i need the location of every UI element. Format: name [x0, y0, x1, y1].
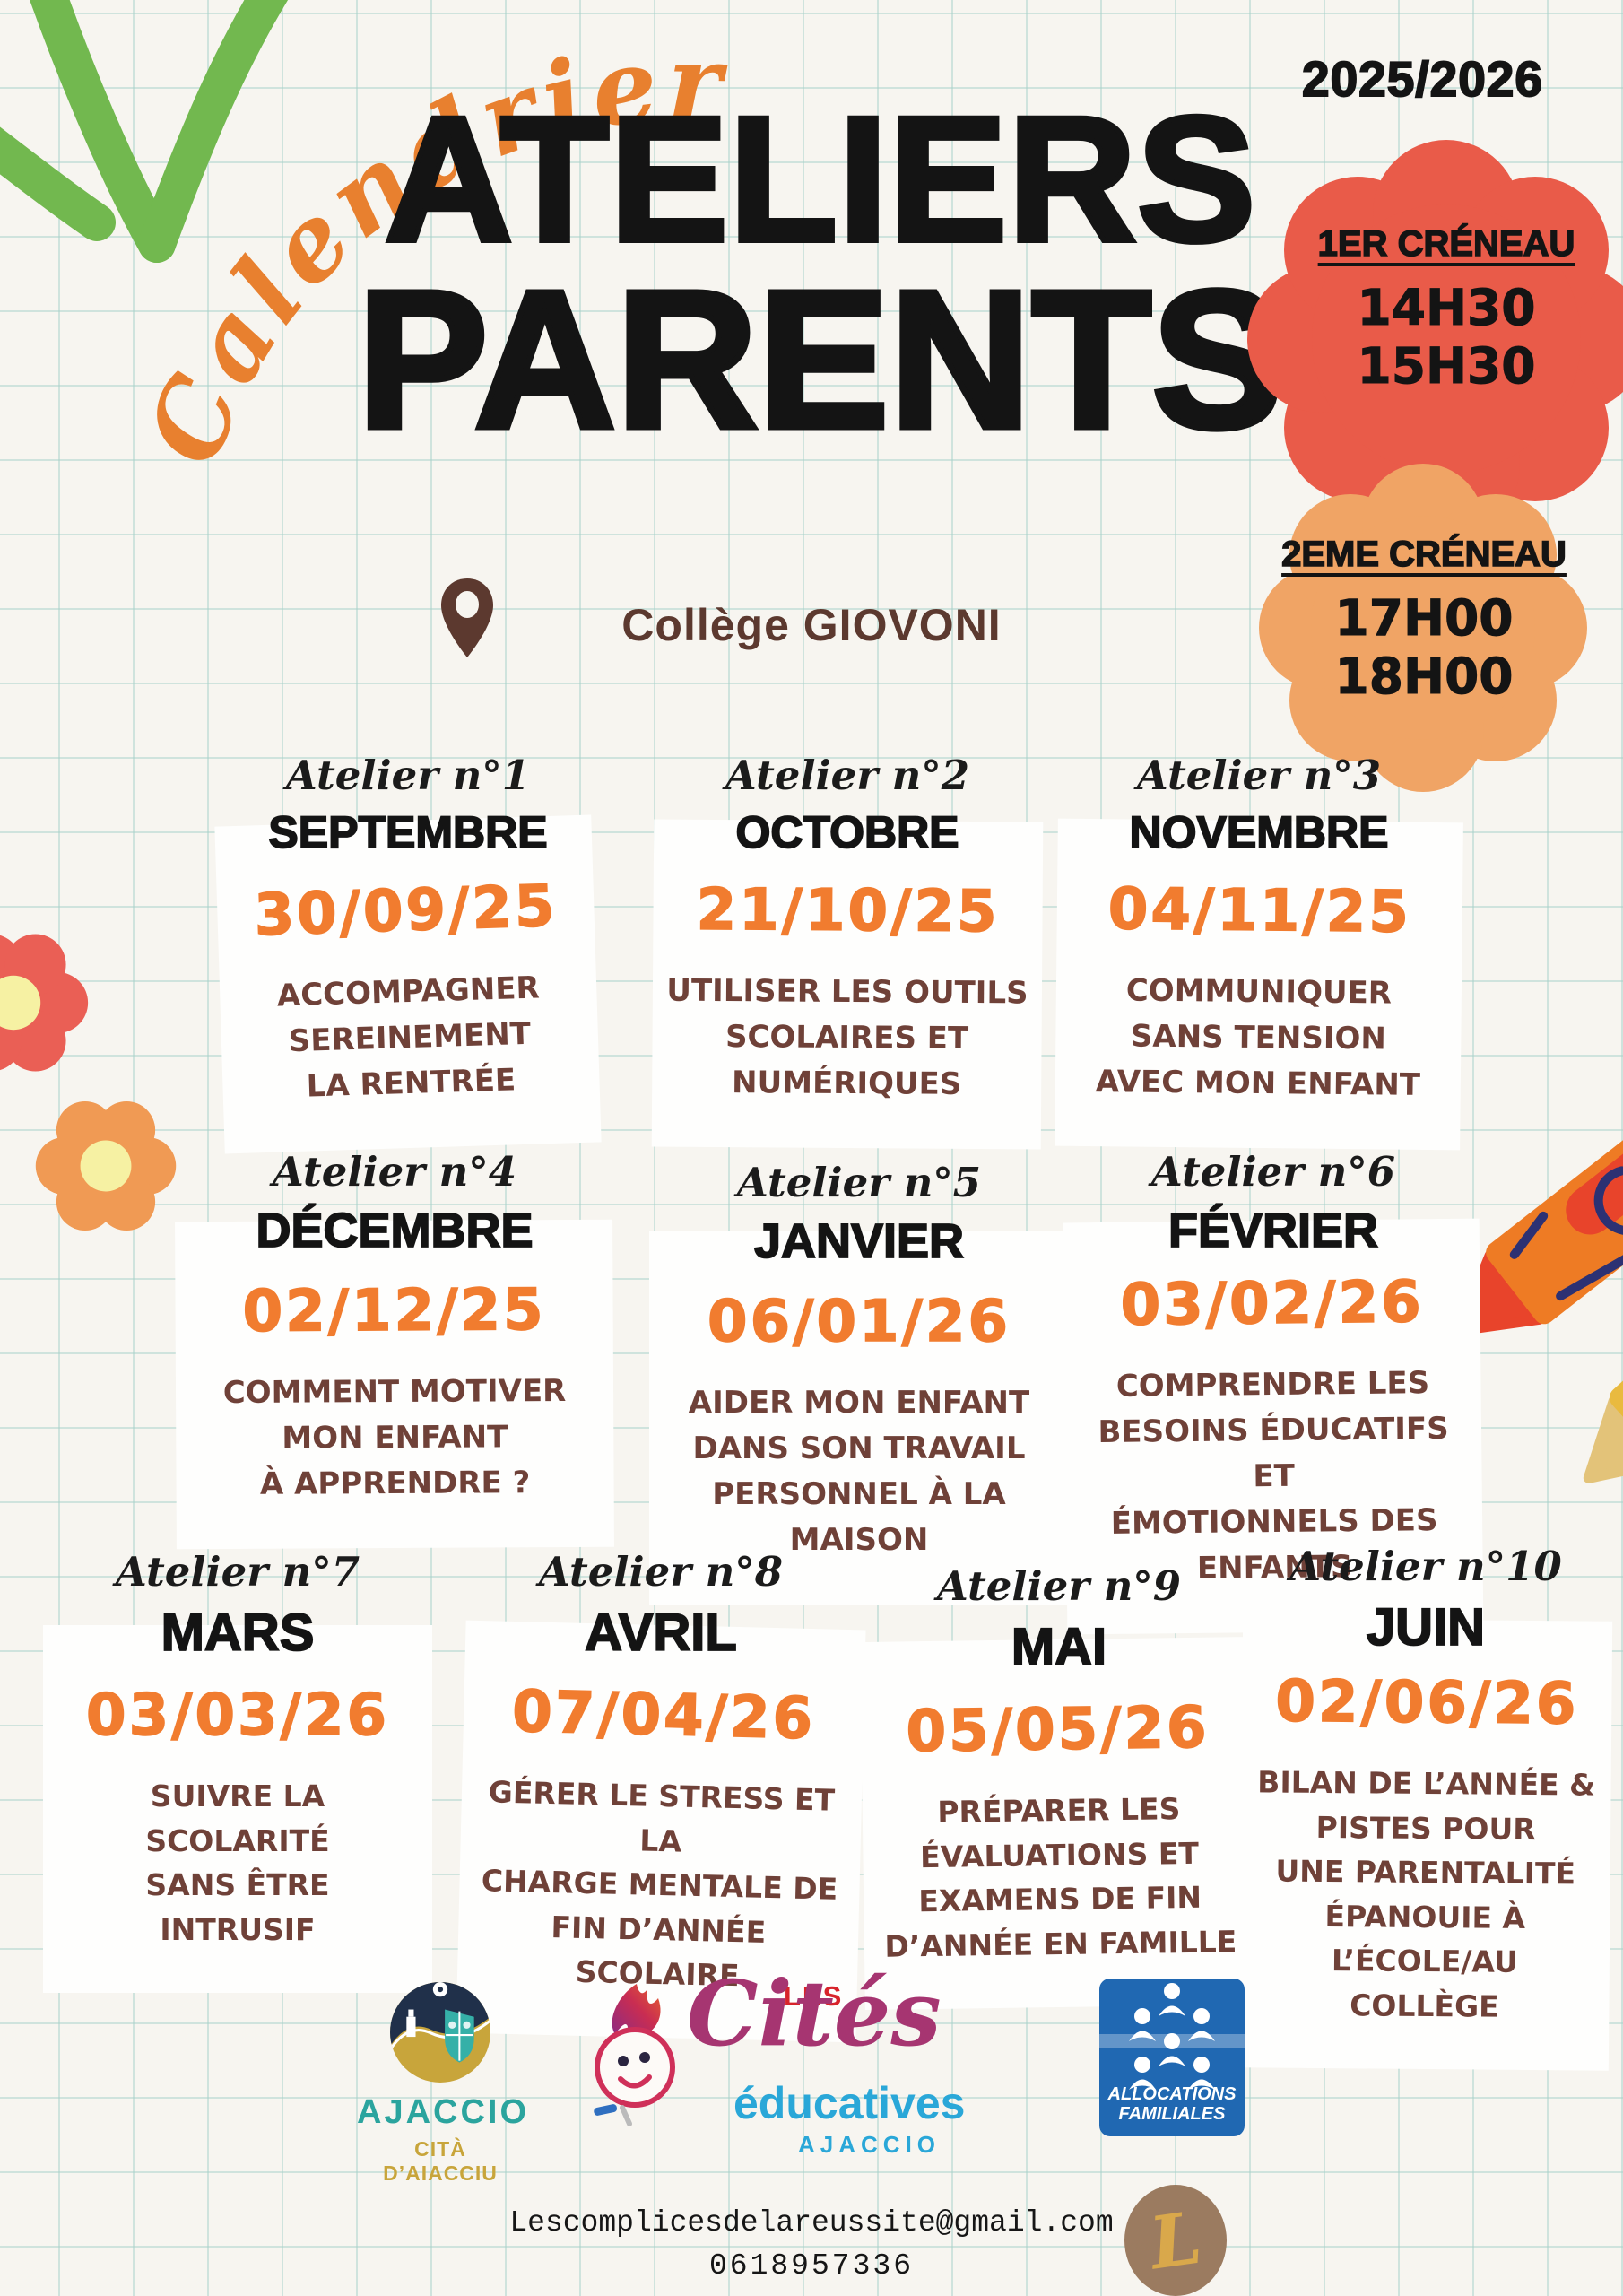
cites-logo-les: LES [784, 1980, 844, 2012]
workshop-card: Atelier n°3 NOVEMBRE 04/11/25 COMMUNIQUE… [1055, 752, 1463, 1151]
contact-email[interactable]: Lescomplicesdelareussite@gmail.com [509, 2206, 1114, 2239]
ajaccio-logo-name: AJACCIO [357, 2093, 530, 2131]
workshop-card: Atelier n°1 SEPTEMBRE 30/09/25 ACCOMPAGN… [214, 752, 602, 1154]
workshop-card: Atelier n°7 MARS 03/03/26 SUIVRE LA SCOL… [43, 1548, 432, 1993]
workshop-atelier-number: Atelier n°1 [285, 752, 531, 799]
calendrier-script-title: Calendrier [123, 22, 722, 481]
workshop-topic: AIDER MON ENFANT DANS SON TRAVAIL PERSON… [688, 1385, 1030, 1558]
slot-1-time-1: 14H30 [1357, 279, 1536, 337]
caf-logo-line1: ALLOCATIONS [1107, 2084, 1237, 2104]
workshop-atelier-number: Atelier n°6 [1150, 1148, 1396, 1196]
workshop-date: 03/03/26 [85, 1682, 389, 1750]
ajaccio-emblem-icon [390, 1982, 490, 2083]
decorative-flower-orange [35, 1101, 177, 1231]
slot-2-badge: 2EME CRÉNEAU 17H00 18H00 [1271, 534, 1576, 706]
contact-phone[interactable]: 0618957336 [708, 2249, 915, 2283]
workshop-month: SEPTEMBRE [268, 806, 549, 858]
workshop-topic: SUIVRE LA SCOLARITÉ SANS ÊTRE INTRUSIF [145, 1779, 330, 1947]
cites-logo-name: Cités [687, 1961, 942, 2066]
flower-badge-orange [1259, 464, 1587, 792]
decorative-flower-red [0, 934, 89, 1072]
workshop-date: 21/10/25 [696, 876, 1001, 946]
workshop-date: 07/04/26 [511, 1678, 817, 1753]
workshop-card: Atelier n°6 FÉVRIER 03/02/26 COMPRENDRE … [1063, 1148, 1484, 1635]
location-name: Collège GIOVONI [621, 600, 1002, 650]
workshop-atelier-number: Atelier n°9 [936, 1562, 1182, 1610]
workshop-card: Atelier n°2 OCTOBRE 21/10/25 UTILISER LE… [651, 752, 1044, 1150]
workshop-topic: UTILISER LES OUTILS SCOLAIRES ET NUMÉRIQ… [666, 972, 1028, 1102]
slot-1-label: 1ER CRÉNEAU [1317, 223, 1575, 265]
workshop-month: MAI [1011, 1617, 1107, 1677]
workshop-atelier-number: Atelier n°10 [1289, 1543, 1562, 1590]
workshop-paper-note: 06/01/26 AIDER MON ENFANT DANS SON TRAVA… [649, 1231, 1069, 1605]
workshop-date: 06/01/26 [707, 1288, 1011, 1356]
decorative-crayon-yellow [1583, 1170, 1623, 1483]
workshop-topic: BILAN DE L’ANNÉE & PISTES POUR UNE PAREN… [1257, 1764, 1596, 2024]
workshop-date: 02/12/25 [242, 1276, 547, 1345]
workshop-paper-note: 05/05/26 PRÉPARER LES ÉVALUATIONS ET EXA… [860, 1636, 1258, 2011]
workshop-paper-note: 04/11/25 COMMUNIQUER SANS TENSION AVEC M… [1055, 818, 1463, 1151]
workshop-date: 05/05/26 [905, 1694, 1211, 1766]
workshop-topic: ACCOMPAGNER SEREINEMENT LA RENTRÉE [276, 970, 541, 1105]
slot-1-badge: 1ER CRÉNEAU 14H30 15H30 [1280, 223, 1612, 396]
workshop-paper-note: 30/09/25 ACCOMPAGNER SEREINEMENT LA RENT… [214, 814, 602, 1154]
workshop-paper-note: 02/06/26 BILAN DE L’ANNÉE & PISTES POUR … [1238, 1618, 1613, 2071]
monogram-badge: L [1124, 2185, 1227, 2296]
workshop-paper-note: 02/12/25 COMMENT MOTIVER MON ENFANT À AP… [175, 1219, 614, 1550]
workshop-card: Atelier n°9 MAI 05/05/26 PRÉPARER LES ÉV… [860, 1562, 1258, 2011]
slot-2-time-2: 18H00 [1334, 647, 1514, 705]
ajaccio-logo-subname: CITÀ D’AIACCIU [383, 2137, 498, 2185]
workshop-month: JUIN [1366, 1597, 1486, 1657]
caf-logo-line2: FAMILIALES [1118, 2104, 1226, 2124]
workshop-date: 03/02/26 [1119, 1268, 1424, 1339]
workshop-atelier-number: Atelier n°3 [1136, 752, 1382, 799]
monogram-letter: L [1144, 2195, 1207, 2286]
workshop-atelier-number: Atelier n°5 [736, 1159, 982, 1206]
slot-2-label: 2EME CRÉNEAU [1280, 534, 1567, 575]
workshop-topic: PRÉPARER LES ÉVALUATIONS ET EXAMENS DE F… [884, 1791, 1237, 1964]
workshop-atelier-number: Atelier n°4 [272, 1148, 517, 1196]
workshop-date: 04/11/25 [1107, 875, 1412, 946]
green-marker-stroke [0, 0, 289, 263]
workshop-card: Atelier n°4 DÉCEMBRE 02/12/25 COMMENT MO… [175, 1148, 614, 1550]
cites-logo-educatives: éducatives [733, 2078, 966, 2128]
logo-cites-educatives: LES Cités éducatives AJACCIO [581, 1961, 985, 2165]
workshop-topic: COMMUNIQUER SANS TENSION AVEC MON ENFANT [1095, 972, 1421, 1103]
workshop-atelier-number: Atelier n°7 [115, 1548, 360, 1596]
logo-allocations-familiales: ALLOCATIONS FAMILIALES [1099, 1979, 1245, 2136]
workshop-month: AVRIL [584, 1603, 738, 1663]
workshop-month: DÉCEMBRE [256, 1203, 534, 1258]
logo-ajaccio: AJACCIO CITÀ D’AIACCIU [357, 1982, 530, 2186]
workshop-month: JANVIER [753, 1213, 965, 1269]
caf-figures-icon [1099, 1983, 1245, 2090]
title-line-parents: PARENTS [354, 251, 1286, 470]
title-line-ateliers: ATELIERS [382, 80, 1258, 278]
school-year: 2025/2026 [1301, 50, 1543, 108]
workshop-paper-note: 21/10/25 UTILISER LES OUTILS SCOLAIRES E… [651, 819, 1044, 1150]
slot-1-time-2: 15H30 [1357, 336, 1536, 395]
slot-2-time-1: 17H00 [1334, 589, 1514, 648]
workshop-atelier-number: Atelier n°8 [538, 1548, 784, 1596]
cites-logo-city: AJACCIO [798, 2131, 942, 2158]
workshop-date: 02/06/26 [1274, 1668, 1579, 1738]
workshop-card: Atelier n°10 JUIN 02/06/26 BILAN DE L’AN… [1238, 1543, 1613, 2071]
workshop-topic: COMMENT MOTIVER MON ENFANT À APPRENDRE ? [222, 1372, 567, 1502]
workshop-month: NOVEMBRE [1129, 806, 1390, 858]
workshop-card: Atelier n°5 JANVIER 06/01/26 AIDER MON E… [649, 1159, 1069, 1605]
poster-title: ATELIERS PARENTS [269, 80, 1372, 470]
workshop-month: FÉVRIER [1167, 1203, 1379, 1258]
workshop-atelier-number: Atelier n°2 [725, 752, 970, 799]
workshop-card: Atelier n°8 AVRIL 07/04/26 GÉRER LE STRE… [456, 1548, 866, 2042]
workshop-month: MARS [161, 1603, 316, 1663]
location-pin-icon [441, 578, 493, 657]
workshop-month: OCTOBRE [735, 806, 960, 858]
workshop-date: 30/09/25 [253, 873, 560, 950]
workshop-paper-note: 03/03/26 SUIVRE LA SCOLARITÉ SANS ÊTRE I… [43, 1625, 432, 1993]
cites-face-icon [594, 1984, 675, 2126]
